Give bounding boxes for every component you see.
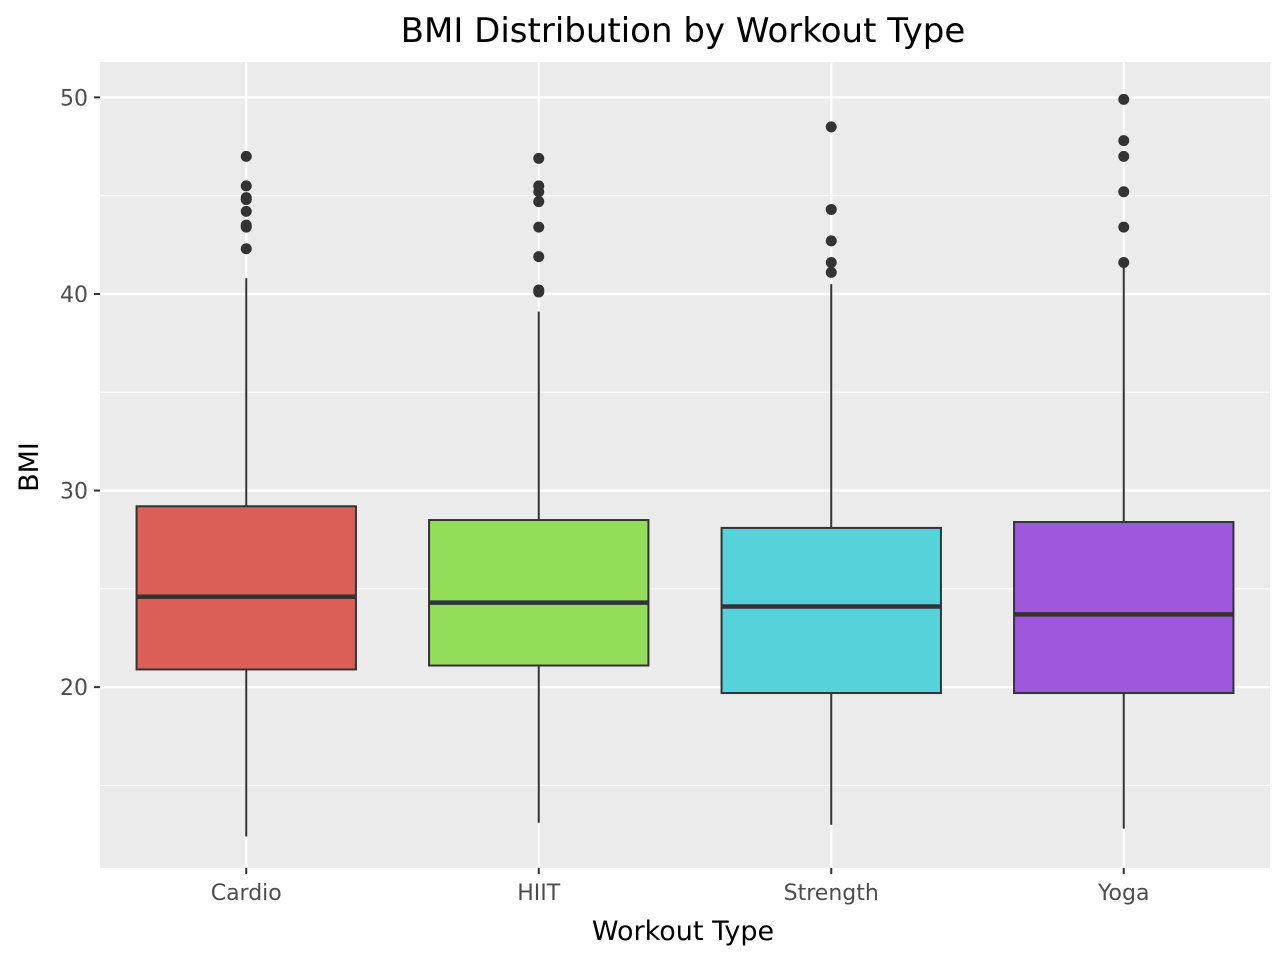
box-yoga [1013,93,1235,829]
box-strength [720,121,942,825]
outlier-point [1118,150,1130,162]
y-axis-ticks: 20 30 40 50 [60,86,100,701]
outlier-point [825,235,837,247]
y-axis-title: BMI [14,442,45,492]
y-tick-label: 40 [60,283,88,308]
outlier-point [240,219,252,231]
x-tick-label: Strength [784,881,879,906]
outlier-point [240,205,252,217]
outlier-point [533,284,545,296]
box-cardio [135,150,357,837]
outlier-point [240,192,252,204]
box-hiit [428,152,650,823]
outlier-point [825,266,837,278]
chart-title: BMI Distribution by Workout Type [401,11,966,51]
outlier-point [825,203,837,215]
x-tick-label: HIIT [517,881,561,906]
y-tick-label: 30 [60,480,88,505]
box-iqr [1013,521,1235,695]
outlier-point [1118,93,1130,105]
outlier-point [1118,221,1130,233]
x-axis-title: Workout Type [592,916,774,947]
y-tick-label: 20 [60,676,88,701]
outlier-point [240,150,252,162]
outlier-point [240,243,252,255]
boxes [135,93,1235,837]
outlier-point [825,121,837,133]
box-iqr [720,526,942,695]
y-tick-label: 50 [60,86,88,111]
outlier-point [1118,257,1130,269]
outlier-point [533,221,545,233]
x-tick-label: Cardio [211,881,282,906]
outlier-point [1118,135,1130,147]
box-iqr [135,505,357,671]
outlier-point [240,180,252,192]
plot-panel [100,62,1270,868]
outlier-point [533,180,545,192]
outlier-point [1118,186,1130,198]
outlier-point [825,257,837,269]
box-iqr [428,519,650,667]
outlier-point [533,196,545,208]
x-axis-ticks: Cardio HIIT Strength Yoga [211,868,1149,906]
outlier-point [533,152,545,164]
outlier-point [533,251,545,263]
x-tick-label: Yoga [1097,881,1149,906]
